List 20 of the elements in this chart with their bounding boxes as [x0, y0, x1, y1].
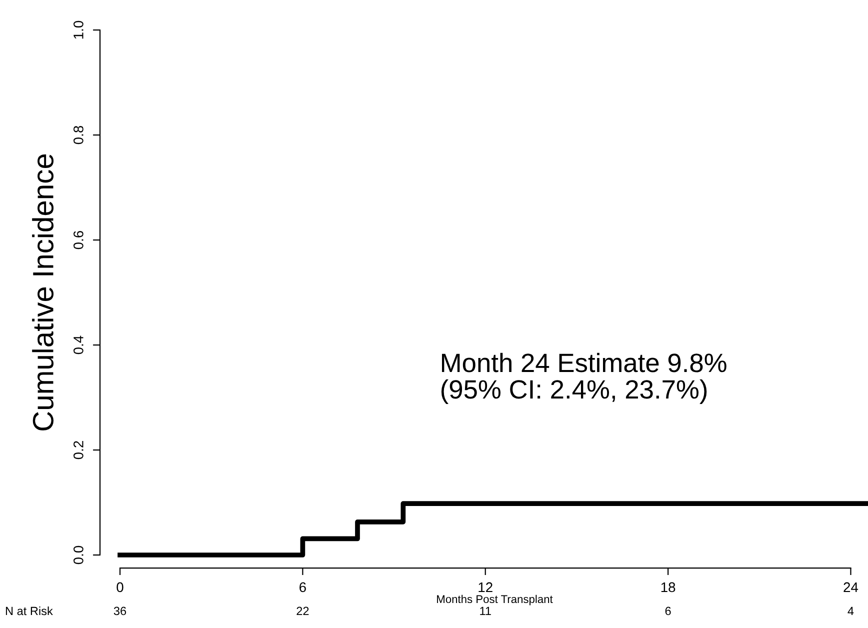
- annotation: Month 24 Estimate 9.8% (95% CI: 2.4%, 23.7%): [441, 352, 726, 404]
- y-tick-label: 1.0: [74, 20, 84, 39]
- text: 6: [665, 606, 671, 616]
- x-tick-label: 0: [116, 582, 124, 592]
- text: 4: [848, 606, 854, 616]
- y-tick-label: 0.8: [74, 126, 84, 144]
- x-tick-label: 12: [478, 582, 492, 592]
- y-tick-label: 0.6: [74, 230, 84, 250]
- y-tick-label: 0.4: [74, 336, 84, 354]
- text: N at Risk: [6, 606, 53, 616]
- x-tick-label: 6: [300, 582, 306, 592]
- y-tick-label: 0.0: [74, 546, 84, 564]
- y-tick-label: 0.2: [74, 441, 84, 460]
- x-tick-label: 18: [661, 582, 676, 592]
- x-tick-label: 24: [844, 582, 858, 592]
- x-axis-title: Months Post Transplant: [437, 594, 553, 606]
- y-axis-title: Cumulative Incidence: [32, 154, 54, 430]
- text: 22: [296, 606, 309, 616]
- text: 36: [114, 606, 126, 616]
- text: 11: [480, 606, 491, 616]
